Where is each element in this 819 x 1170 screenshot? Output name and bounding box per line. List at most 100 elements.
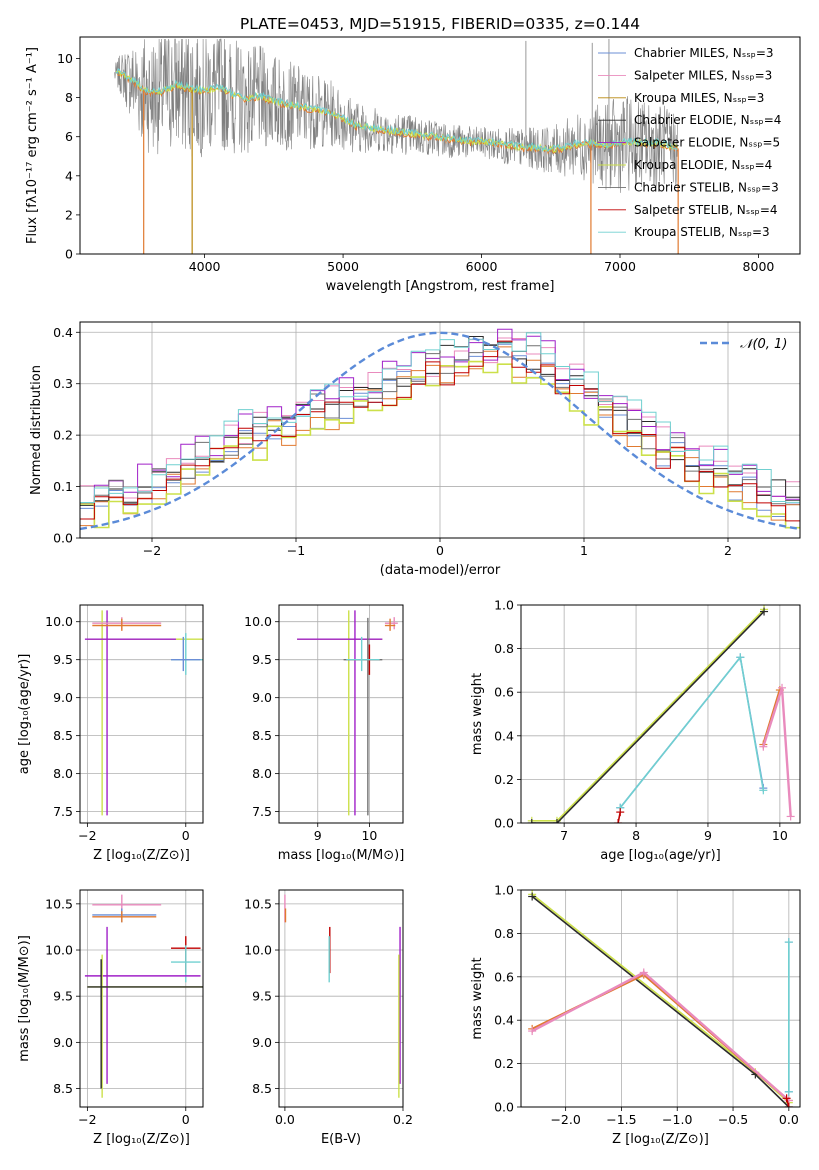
axes-frame [79, 604, 204, 824]
legend-label: Salpeter ELODIE, Nₛₛₚ=5 [634, 136, 780, 150]
y-tick-label: 6 [65, 129, 73, 144]
y-tick-label: 9.5 [53, 652, 73, 667]
x-tick-label: 0 [436, 543, 444, 558]
legend: 𝒩(0, 1) [700, 337, 787, 352]
chart-ebv-mass: 0.0 0.2 8.5 9.0 9.5 10.0 10.5 E(B-V) [244, 889, 413, 1147]
y-tick-label: 9.5 [252, 989, 272, 1004]
histogram-series [80, 340, 800, 522]
y-tick-label: 0.4 [494, 1013, 514, 1028]
weight-line [531, 608, 765, 822]
y-tick-label: 9.5 [53, 989, 73, 1004]
y-axis-label: mass weight [470, 957, 485, 1039]
chart-mass-age: 9 10 7.5 8.0 8.5 9.0 9.5 10.0 mass [log₁₀(M/M⊙)] [244, 604, 405, 863]
x-tick-label: 0.0 [779, 1112, 799, 1127]
x-tick-label: 1 [580, 543, 588, 558]
y-tick-label: 0.3 [53, 376, 73, 391]
x-tick-label: −2 [143, 543, 161, 558]
weight-line [619, 655, 765, 809]
axes-frame [520, 889, 801, 1108]
y-axis-label: Flux [fλ10⁻¹⁷ erg cm⁻² s⁻¹ A⁻¹] [25, 47, 40, 244]
model-spectrum [115, 68, 678, 153]
y-tick-label: 1.0 [494, 598, 514, 613]
x-tick-label: 0.2 [393, 1112, 413, 1127]
y-axis-label: mass weight [470, 673, 485, 755]
y-tick-label: 10.0 [244, 614, 272, 629]
y-tick-label: 8.0 [53, 766, 73, 781]
weight-line [531, 895, 790, 1107]
x-tick-label: −1 [287, 543, 305, 558]
x-axis-label: mass [log₁₀(M/M⊙)] [278, 848, 405, 863]
x-tick-label: 10 [361, 828, 377, 843]
y-tick-label: 10.5 [244, 896, 272, 911]
chart-z-age: −2 0 7.5 8.0 8.5 9.0 9.5 10.0 Z [log₁₀(Z/Z⊙)] age… [17, 604, 204, 863]
y-tick-label: 9.0 [252, 690, 272, 705]
y-tick-label: 0.6 [494, 685, 514, 700]
y-tick-label: 0.2 [494, 772, 514, 787]
x-axis-label: Z [log₁₀(Z/Z⊙)] [93, 1132, 190, 1147]
x-axis-label: (data-model)/error [380, 563, 501, 578]
y-tick-label: 9.0 [53, 690, 73, 705]
y-tick-label: 8 [65, 90, 73, 105]
legend-label: Kroupa STELIB, Nₛₛₚ=3 [634, 225, 770, 239]
x-tick-label: 7 [560, 828, 568, 843]
y-axis-label: mass [log₁₀(M/M⊙)] [17, 935, 32, 1062]
x-tick-label: −2 [78, 1112, 96, 1127]
chart-residuals: −2 −1 0 1 2 0.0 0.1 0.2 0.3 0.4 (data-model)/error… [29, 321, 801, 578]
y-axis-label: age [log₁₀(age/yr)] [17, 654, 32, 775]
y-tick-label: 10.0 [244, 943, 272, 958]
x-tick-label: 4000 [189, 259, 221, 274]
weight-line [619, 655, 765, 809]
y-tick-label: 9.5 [252, 652, 272, 667]
y-tick-label: 1.0 [494, 883, 514, 898]
y-tick-label: 0 [65, 247, 73, 262]
y-tick-label: 0.4 [53, 325, 73, 340]
x-axis-label: E(B-V) [321, 1132, 361, 1147]
y-tick-label: 8.5 [53, 728, 73, 743]
y-tick-label: 0.2 [494, 1056, 514, 1071]
legend-label: Chabrier MILES, Nₛₛₚ=3 [634, 46, 774, 60]
x-tick-label: 9 [314, 828, 322, 843]
y-tick-label: 8.5 [252, 728, 272, 743]
x-tick-label: 5000 [327, 259, 359, 274]
y-tick-label: 10 [57, 51, 73, 66]
y-tick-label: 0.4 [494, 728, 514, 743]
weight-line [531, 971, 790, 1102]
x-tick-label: 8 [632, 828, 640, 843]
y-tick-label: 9.0 [53, 1035, 73, 1050]
x-tick-label: 0 [182, 1112, 190, 1127]
observed-spectrum [114, 38, 679, 193]
y-tick-label: 4 [65, 168, 73, 183]
axes-frame [79, 36, 801, 255]
x-axis-label: wavelength [Angstrom, rest frame] [326, 279, 555, 294]
y-tick-label: 8.5 [252, 1081, 272, 1096]
x-tick-label: −0.5 [718, 1112, 748, 1127]
chart-age-weight: 7 8 9 10 0.0 0.2 0.4 0.6 0.8 1.0 age [log₁₀(age/yr… [470, 598, 801, 863]
x-tick-label: 2 [724, 543, 732, 558]
legend-label: 𝒩(0, 1) [740, 337, 787, 352]
weight-line [762, 687, 792, 817]
x-tick-label: −2 [78, 828, 96, 843]
legend-label: Chabrier STELIB, Nₛₛₚ=3 [634, 180, 779, 194]
axes-frame [278, 889, 404, 1108]
x-tick-label: 6000 [466, 259, 498, 274]
axes-frame [278, 604, 404, 824]
histogram-series [80, 332, 800, 503]
y-tick-label: 0.2 [53, 428, 73, 443]
legend: Chabrier MILES, Nₛₛₚ=3 Salpeter MILES, Nₛ… [598, 46, 781, 239]
x-tick-label: −1.5 [606, 1112, 636, 1127]
y-tick-label: 9.0 [252, 1035, 272, 1050]
legend-label: Salpeter STELIB, Nₛₛₚ=4 [634, 203, 778, 217]
plot-area [84, 610, 203, 816]
weight-line [531, 973, 790, 1102]
y-tick-label: 8.5 [53, 1081, 73, 1096]
plot-area [80, 328, 800, 531]
x-axis-label: Z [log₁₀(Z/Z⊙)] [612, 1132, 709, 1147]
gaussian-curve [80, 331, 800, 531]
y-tick-label: 0.0 [494, 816, 514, 831]
axes-frame [79, 321, 801, 539]
y-tick-label: 2 [65, 207, 73, 222]
x-tick-label: −2.0 [550, 1112, 580, 1127]
y-tick-label: 0.6 [494, 969, 514, 984]
y-tick-label: 0.8 [494, 641, 514, 656]
y-tick-label: 10.5 [45, 896, 73, 911]
